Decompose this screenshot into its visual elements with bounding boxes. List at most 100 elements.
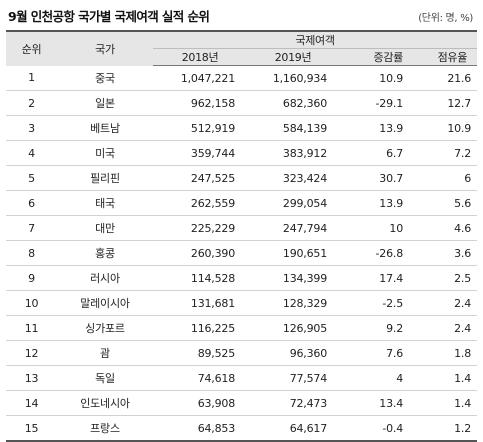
passengers-2018-cell: 114,528	[153, 265, 247, 291]
rank-cell: 5	[6, 165, 57, 191]
passengers-2019-cell: 247,794	[247, 215, 339, 241]
growth-rate-cell: -2.5	[339, 290, 413, 316]
table-row: 3 베트남 512,919 584,139 13.9 10.9	[6, 115, 478, 141]
table-row: 15 프랑스 64,853 64,617 -0.4 1.2	[6, 415, 478, 442]
table-body: 1 중국 1,047,221 1,160,934 10.9 21.6 2 일본 962,158 6…	[6, 65, 478, 442]
growth-rate-cell: -0.4	[339, 415, 413, 442]
growth-rate-cell: -26.8	[339, 240, 413, 266]
table-row: 10 말레이시아 131,681 128,329 -2.5 2.4	[6, 290, 478, 316]
country-cell: 러시아	[57, 265, 153, 291]
country-cell: 필리핀	[57, 165, 153, 191]
share-cell: 1.2	[413, 415, 478, 442]
passengers-2019-cell: 682,360	[247, 90, 339, 116]
passengers-2018-cell: 1,047,221	[153, 65, 247, 91]
country-cell: 괌	[57, 340, 153, 366]
rank-cell: 11	[6, 315, 57, 341]
passengers-2018-cell: 247,525	[153, 165, 247, 191]
passengers-2019-cell: 299,054	[247, 190, 339, 216]
passengers-2018-cell: 116,225	[153, 315, 247, 341]
share-cell: 4.6	[413, 215, 478, 241]
passengers-2019-cell: 126,905	[247, 315, 339, 341]
growth-rate-cell: 17.4	[339, 265, 413, 291]
table-row: 9 러시아 114,528 134,399 17.4 2.5	[6, 265, 478, 291]
country-cell: 독일	[57, 365, 153, 391]
rank-cell: 15	[6, 415, 57, 442]
passengers-2018-cell: 63,908	[153, 390, 247, 416]
growth-rate-cell: 13.9	[339, 190, 413, 216]
share-cell: 2.4	[413, 290, 478, 316]
share-cell: 2.4	[413, 315, 478, 341]
passengers-2019-cell: 190,651	[247, 240, 339, 266]
country-cell: 중국	[57, 65, 153, 91]
table-row: 8 홍콩 260,390 190,651 -26.8 3.6	[6, 240, 478, 266]
table-row: 13 독일 74,618 77,574 4 1.4	[6, 365, 478, 391]
header-2019: 2019년	[247, 48, 339, 66]
passengers-2018-cell: 262,559	[153, 190, 247, 216]
growth-rate-cell: 10.9	[339, 65, 413, 91]
table-row: 11 싱가포르 116,225 126,905 9.2 2.4	[6, 315, 478, 341]
share-cell: 1.4	[413, 390, 478, 416]
header-rank: 순위	[6, 30, 57, 66]
growth-rate-cell: 9.2	[339, 315, 413, 341]
passengers-2018-cell: 962,158	[153, 90, 247, 116]
country-cell: 태국	[57, 190, 153, 216]
rank-cell: 1	[6, 65, 57, 91]
share-cell: 7.2	[413, 140, 478, 166]
table-row: 14 인도네시아 63,908 72,473 13.4 1.4	[6, 390, 478, 416]
passengers-2019-cell: 77,574	[247, 365, 339, 391]
rank-cell: 7	[6, 215, 57, 241]
growth-rate-cell: 13.9	[339, 115, 413, 141]
passengers-2019-cell: 584,139	[247, 115, 339, 141]
passengers-2018-cell: 89,525	[153, 340, 247, 366]
share-cell: 2.5	[413, 265, 478, 291]
country-cell: 싱가포르	[57, 315, 153, 341]
rank-cell: 13	[6, 365, 57, 391]
growth-rate-cell: 10	[339, 215, 413, 241]
rank-cell: 14	[6, 390, 57, 416]
country-cell: 프랑스	[57, 415, 153, 442]
rank-cell: 2	[6, 90, 57, 116]
country-cell: 말레이시아	[57, 290, 153, 316]
page-title: 9월 인천공항 국가별 국제여객 실적 순위	[8, 9, 210, 24]
table-row: 6 태국 262,559 299,054 13.9 5.6	[6, 190, 478, 216]
header-share: 점유율	[413, 48, 478, 66]
passengers-2019-cell: 134,399	[247, 265, 339, 291]
growth-rate-cell: -29.1	[339, 90, 413, 116]
header-group-passengers: 국제여객	[153, 30, 478, 49]
passengers-2018-cell: 64,853	[153, 415, 247, 442]
passengers-2019-cell: 128,329	[247, 290, 339, 316]
table-row: 7 대만 225,229 247,794 10 4.6	[6, 215, 478, 241]
rank-cell: 6	[6, 190, 57, 216]
header-country: 국가	[57, 30, 153, 66]
ranking-table: 순위 국가 국제여객 2018년 2019년 증감률 점유율 1 중국 1,047,…	[6, 30, 478, 442]
rank-cell: 12	[6, 340, 57, 366]
unit-label: (단위: 명, %)	[418, 13, 473, 24]
table-row: 2 일본 962,158 682,360 -29.1 12.7	[6, 90, 478, 116]
page: 9월 인천공항 국가별 국제여객 실적 순위 (단위: 명, %) 순위 국가 …	[6, 9, 478, 442]
country-cell: 미국	[57, 140, 153, 166]
table-header: 순위 국가 국제여객 2018년 2019년 증감률 점유율	[6, 30, 478, 66]
country-cell: 홍콩	[57, 240, 153, 266]
rank-cell: 4	[6, 140, 57, 166]
growth-rate-cell: 6.7	[339, 140, 413, 166]
passengers-2018-cell: 512,919	[153, 115, 247, 141]
passengers-2019-cell: 1,160,934	[247, 65, 339, 91]
table-row: 12 괌 89,525 96,360 7.6 1.8	[6, 340, 478, 366]
passengers-2018-cell: 359,744	[153, 140, 247, 166]
header-2018: 2018년	[153, 48, 247, 66]
country-cell: 인도네시아	[57, 390, 153, 416]
country-cell: 일본	[57, 90, 153, 116]
share-cell: 5.6	[413, 190, 478, 216]
passengers-2018-cell: 260,390	[153, 240, 247, 266]
share-cell: 12.7	[413, 90, 478, 116]
growth-rate-cell: 7.6	[339, 340, 413, 366]
passengers-2019-cell: 96,360	[247, 340, 339, 366]
share-cell: 3.6	[413, 240, 478, 266]
header-growth: 증감률	[339, 48, 413, 66]
passengers-2019-cell: 383,912	[247, 140, 339, 166]
share-cell: 21.6	[413, 65, 478, 91]
country-cell: 베트남	[57, 115, 153, 141]
rank-cell: 8	[6, 240, 57, 266]
table-row: 5 필리핀 247,525 323,424 30.7 6	[6, 165, 478, 191]
growth-rate-cell: 30.7	[339, 165, 413, 191]
